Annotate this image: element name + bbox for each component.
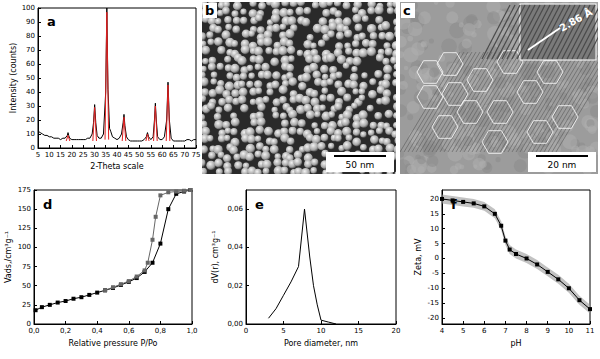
svg-text:0: 0 xyxy=(435,254,439,262)
svg-text:5: 5 xyxy=(281,327,285,335)
svg-text:f: f xyxy=(451,197,457,212)
svg-text:2.86 Å: 2.86 Å xyxy=(557,5,594,33)
svg-text:0: 0 xyxy=(244,327,248,335)
svg-text:150: 150 xyxy=(18,205,31,213)
svg-text:b: b xyxy=(205,3,214,18)
svg-text:90: 90 xyxy=(26,18,35,26)
svg-text:10: 10 xyxy=(45,151,54,159)
svg-text:Relative pressure P/Po: Relative pressure P/Po xyxy=(69,339,158,348)
svg-text:e: e xyxy=(255,197,264,212)
svg-text:70: 70 xyxy=(180,151,189,159)
svg-text:30: 30 xyxy=(90,151,99,159)
svg-text:20: 20 xyxy=(26,116,35,124)
svg-text:-15: -15 xyxy=(428,299,439,307)
svg-text:40: 40 xyxy=(113,151,122,159)
svg-text:10: 10 xyxy=(317,327,326,335)
svg-text:100: 100 xyxy=(22,4,35,12)
svg-text:0,02: 0,02 xyxy=(227,282,243,290)
svg-text:6: 6 xyxy=(482,327,487,335)
svg-text:35: 35 xyxy=(101,151,110,159)
svg-text:5: 5 xyxy=(435,240,439,248)
svg-text:15: 15 xyxy=(56,151,65,159)
svg-text:0,4: 0,4 xyxy=(92,327,104,335)
svg-text:8: 8 xyxy=(524,327,528,335)
svg-text:175: 175 xyxy=(18,186,31,194)
svg-text:60: 60 xyxy=(26,60,35,68)
svg-text:-10: -10 xyxy=(428,284,439,292)
svg-text:15: 15 xyxy=(354,327,363,335)
svg-text:pH: pH xyxy=(510,339,521,348)
svg-text:65: 65 xyxy=(169,151,178,159)
svg-text:0,04: 0,04 xyxy=(227,243,243,251)
svg-text:5: 5 xyxy=(461,327,465,335)
svg-text:0,06: 0,06 xyxy=(227,205,243,213)
svg-text:10: 10 xyxy=(430,225,439,233)
svg-text:30: 30 xyxy=(26,102,35,110)
svg-text:55: 55 xyxy=(146,151,155,159)
svg-text:dV(r), cm³g⁻¹: dV(r), cm³g⁻¹ xyxy=(211,230,220,283)
svg-text:50: 50 xyxy=(26,74,35,82)
svg-text:0: 0 xyxy=(26,320,31,328)
svg-text:d: d xyxy=(43,197,52,212)
svg-text:75: 75 xyxy=(192,151,201,159)
svg-text:50: 50 xyxy=(135,151,144,159)
svg-text:11: 11 xyxy=(586,327,595,335)
svg-text:Pore diameter, nm: Pore diameter, nm xyxy=(284,339,358,348)
svg-text:0: 0 xyxy=(31,144,35,152)
svg-text:25: 25 xyxy=(79,151,88,159)
svg-text:0,2: 0,2 xyxy=(60,327,71,335)
svg-text:20: 20 xyxy=(430,195,439,203)
svg-text:0,00: 0,00 xyxy=(227,320,243,328)
svg-text:Vads,/cm³g⁻¹: Vads,/cm³g⁻¹ xyxy=(4,231,13,283)
svg-text:125: 125 xyxy=(18,224,31,232)
svg-text:0,6: 0,6 xyxy=(123,327,135,335)
svg-text:20 nm: 20 nm xyxy=(548,160,577,170)
svg-text:4: 4 xyxy=(440,327,445,335)
svg-text:Intensity (counts): Intensity (counts) xyxy=(9,43,18,113)
svg-text:70: 70 xyxy=(26,46,35,54)
svg-text:-5: -5 xyxy=(432,269,439,277)
svg-text:20: 20 xyxy=(392,327,401,335)
svg-text:0,0: 0,0 xyxy=(28,327,39,335)
svg-text:7: 7 xyxy=(503,327,507,335)
svg-text:40: 40 xyxy=(26,88,35,96)
svg-text:10: 10 xyxy=(26,130,35,138)
svg-text:-20: -20 xyxy=(428,314,439,322)
svg-text:60: 60 xyxy=(158,151,167,159)
svg-text:15: 15 xyxy=(430,210,439,218)
svg-text:0,8: 0,8 xyxy=(155,327,166,335)
svg-text:9: 9 xyxy=(545,327,549,335)
svg-text:5: 5 xyxy=(36,151,40,159)
svg-text:50 nm: 50 nm xyxy=(346,160,375,170)
svg-text:c: c xyxy=(403,3,411,18)
svg-text:50: 50 xyxy=(22,282,31,290)
svg-text:25: 25 xyxy=(22,301,31,309)
svg-text:10: 10 xyxy=(564,327,573,335)
svg-text:100: 100 xyxy=(18,243,31,251)
svg-text:1,0: 1,0 xyxy=(186,327,197,335)
svg-text:a: a xyxy=(47,14,56,29)
svg-text:75: 75 xyxy=(22,263,31,271)
svg-text:20: 20 xyxy=(67,151,76,159)
svg-text:2-Theta scale: 2-Theta scale xyxy=(90,162,143,171)
svg-text:45: 45 xyxy=(124,151,133,159)
svg-text:80: 80 xyxy=(26,32,35,40)
svg-text:Zeta, mV: Zeta, mV xyxy=(414,238,423,275)
